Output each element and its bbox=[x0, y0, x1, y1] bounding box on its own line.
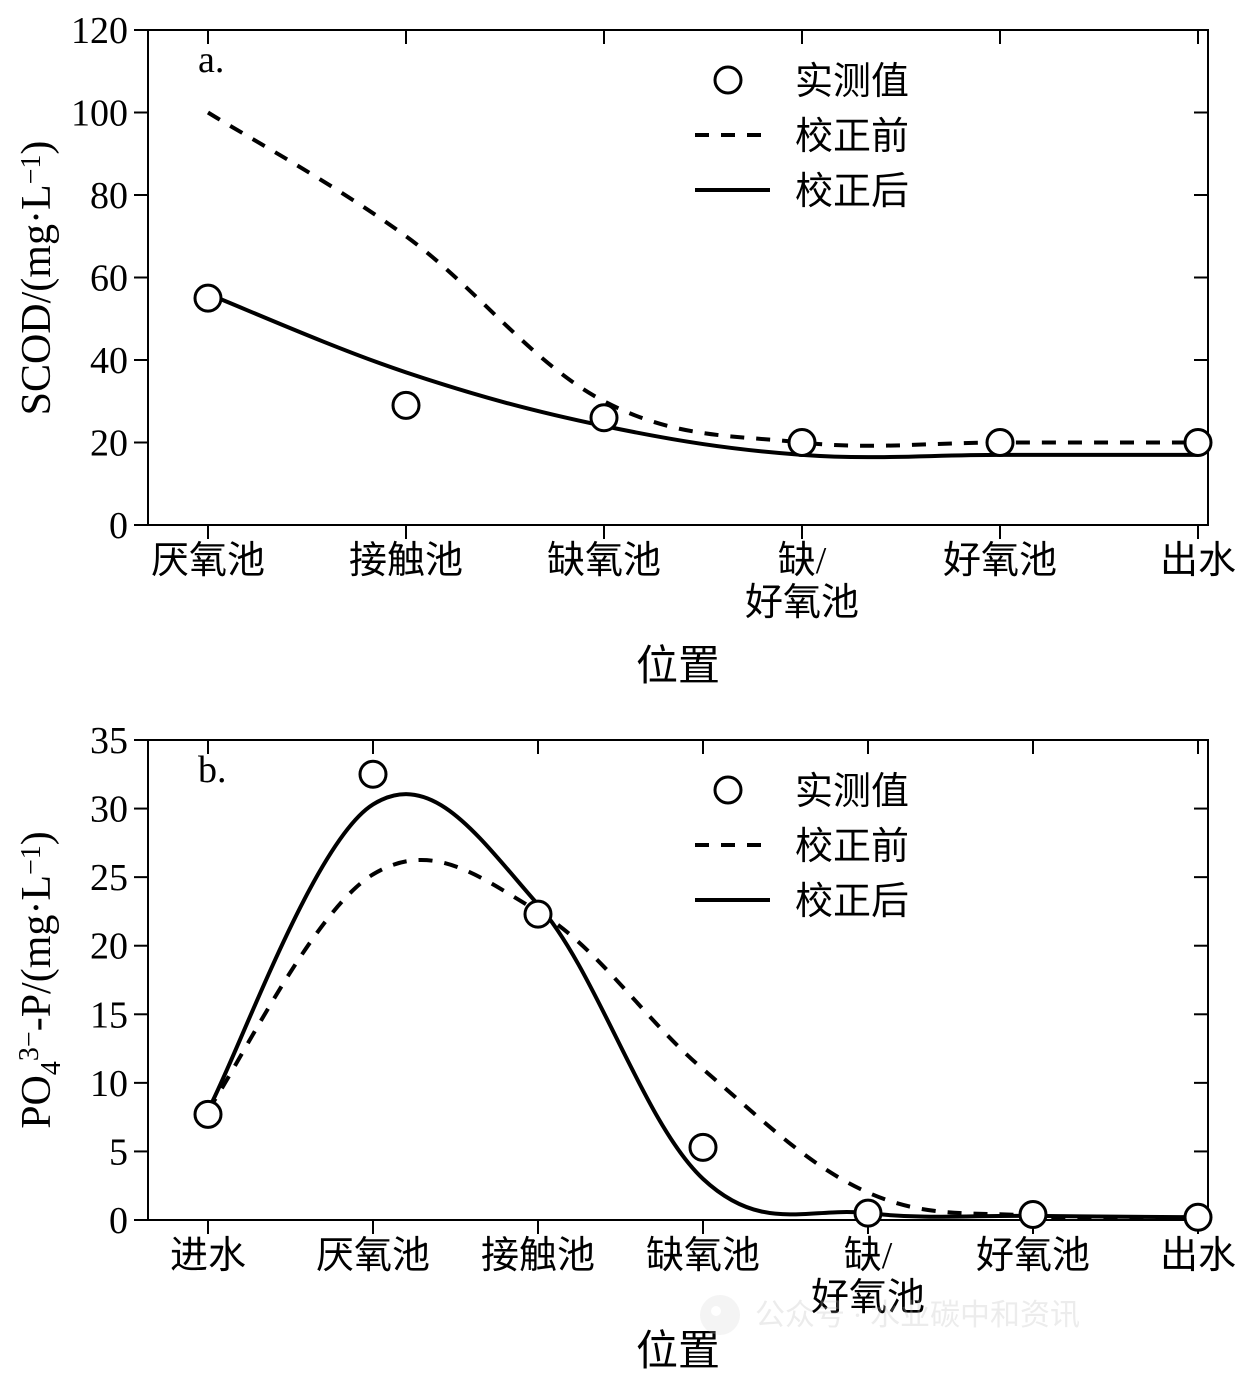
y-tick-label: 5 bbox=[109, 1131, 128, 1173]
data-point bbox=[195, 285, 221, 311]
watermark-logo-dot bbox=[711, 1306, 721, 1316]
y-tick-label: 20 bbox=[90, 423, 128, 465]
panel-a-label: a. bbox=[198, 39, 224, 81]
y-tick-label: 120 bbox=[71, 10, 128, 52]
panel-a-axis-box bbox=[148, 30, 1208, 525]
panel-b: 05101520253035 进水厌氧池接触池缺氧池缺/好氧池好氧池出水 PO4… bbox=[14, 720, 1236, 1375]
legend-label-before-b: 校正前 bbox=[795, 826, 909, 868]
data-point bbox=[855, 1200, 881, 1226]
x-tick-label: 好氧池 bbox=[745, 582, 859, 624]
data-point bbox=[360, 761, 386, 787]
panel-a: 020406080100120 厌氧池接触池缺氧池缺/好氧池好氧池出水 SCOD… bbox=[14, 10, 1236, 690]
panel-a-legend: 实测值 校正前 校正后 bbox=[695, 61, 909, 213]
data-point bbox=[195, 1101, 221, 1127]
x-tick-label: 接触池 bbox=[349, 540, 463, 582]
panel-b-series-before bbox=[208, 860, 1198, 1218]
legend-marker-measured bbox=[715, 67, 741, 93]
data-point bbox=[1185, 1204, 1211, 1230]
panel-a-y-title: SCOD/(mg·L−1) bbox=[14, 141, 60, 416]
panel-b-label: b. bbox=[198, 749, 227, 791]
figure-container: 020406080100120 厌氧池接触池缺氧池缺/好氧池好氧池出水 SCOD… bbox=[0, 0, 1250, 1378]
x-tick-label: 好氧池 bbox=[976, 1235, 1090, 1277]
watermark-text: 公众号 · 水业碳中和资讯 bbox=[755, 1299, 1080, 1332]
panel-b-y-ticks: 0 5 10 15 20 25 30 35 bbox=[90, 720, 1208, 1242]
data-point bbox=[690, 1134, 716, 1160]
y-tick-label: 100 bbox=[71, 93, 128, 135]
y-tick-label: 15 bbox=[90, 994, 128, 1036]
y-tick-label: 35 bbox=[90, 720, 128, 762]
x-tick-label: 好氧池 bbox=[943, 540, 1057, 582]
y-tick-label: 20 bbox=[90, 926, 128, 968]
panel-b-x-ticks: 进水厌氧池接触池缺氧池缺/好氧池好氧池出水 bbox=[170, 740, 1236, 1319]
panel-b-legend: 实测值 校正前 校正后 bbox=[695, 771, 909, 923]
panel-a-series-before bbox=[208, 113, 1198, 446]
y-tick-label: 30 bbox=[90, 789, 128, 831]
panel-a-y-ticks: 0 20 40 60 80 100 120 bbox=[71, 10, 1208, 547]
y-tick-label: 0 bbox=[109, 1200, 128, 1242]
y-tick-label: 10 bbox=[90, 1063, 128, 1105]
x-tick-label: 出水 bbox=[1160, 540, 1236, 582]
panel-b-y-title: PO43−-P/(mg·L−1) bbox=[14, 831, 67, 1129]
watermark-logo-icon bbox=[700, 1295, 740, 1335]
data-point bbox=[393, 392, 419, 418]
data-point bbox=[591, 405, 617, 431]
x-tick-label: 厌氧池 bbox=[316, 1235, 430, 1277]
x-tick-label: 缺/ bbox=[844, 1235, 893, 1277]
panel-a-series-measured bbox=[195, 285, 1211, 455]
y-tick-label: 80 bbox=[90, 175, 128, 217]
data-point bbox=[525, 901, 551, 927]
y-tick-label: 0 bbox=[109, 505, 128, 547]
panel-a-x-title: 位置 bbox=[636, 643, 720, 690]
watermark: 公众号 · 水业碳中和资讯 bbox=[700, 1295, 1080, 1335]
panel-a-x-ticks: 厌氧池接触池缺氧池缺/好氧池好氧池出水 bbox=[151, 30, 1236, 624]
x-tick-label: 接触池 bbox=[481, 1235, 595, 1277]
x-tick-label: 缺氧池 bbox=[547, 540, 661, 582]
panel-a-series-after bbox=[208, 294, 1198, 457]
x-tick-label: 厌氧池 bbox=[151, 540, 265, 582]
data-point bbox=[1185, 430, 1211, 456]
legend-label-after: 校正后 bbox=[795, 171, 909, 213]
y-tick-label: 25 bbox=[90, 857, 128, 899]
x-tick-label: 缺/ bbox=[778, 540, 827, 582]
data-point bbox=[789, 430, 815, 456]
panel-b-x-title: 位置 bbox=[636, 1328, 720, 1375]
y-tick-label: 40 bbox=[90, 340, 128, 382]
legend-label-measured: 实测值 bbox=[795, 61, 909, 103]
data-point bbox=[1020, 1202, 1046, 1228]
legend-label-before: 校正前 bbox=[795, 116, 909, 158]
x-tick-label: 进水 bbox=[170, 1235, 246, 1277]
legend-marker-measured-b bbox=[715, 777, 741, 803]
x-tick-label: 缺氧池 bbox=[646, 1235, 760, 1277]
y-tick-label: 60 bbox=[90, 258, 128, 300]
chart-svg: 020406080100120 厌氧池接触池缺氧池缺/好氧池好氧池出水 SCOD… bbox=[0, 0, 1250, 1378]
legend-label-measured-b: 实测值 bbox=[795, 771, 909, 813]
x-tick-label: 出水 bbox=[1160, 1235, 1236, 1277]
data-point bbox=[987, 430, 1013, 456]
legend-label-after-b: 校正后 bbox=[795, 881, 909, 923]
